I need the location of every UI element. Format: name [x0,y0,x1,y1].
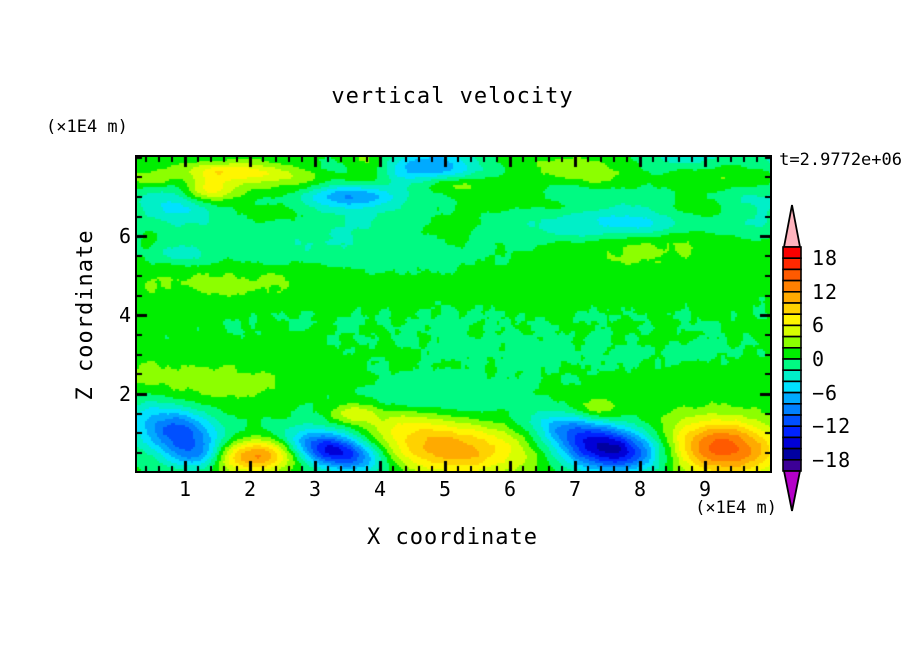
plot-area [135,155,772,473]
x-axis-title: X coordinate [367,525,538,550]
colorbar-cell [782,313,802,327]
colorbar-cell [782,335,802,349]
x-tick-label-9: 9 [698,477,712,501]
colorbar-cell [782,291,802,304]
colorbar-cell [782,425,802,439]
colorbar-label-12: 12 [812,279,839,304]
x-tick-label-7: 7 [568,477,582,501]
x-tick-label-2: 2 [244,477,257,501]
colorbar-label-18: 18 [812,246,839,271]
colorbar-cell [782,257,802,271]
colorbar-cell [782,279,802,293]
colorbar-cell [782,358,802,371]
x-tick-label-5: 5 [439,477,452,501]
x-tick-label-3: 3 [309,477,322,501]
z-axis-unit-label: (×1E4 m) [46,117,128,137]
colorbar-cell [782,324,802,338]
z-tick-label-4: 4 [118,303,131,328]
z-tick-label-2: 2 [118,381,131,406]
z-tick-label-6: 6 [118,224,131,249]
x-axis-unit-label: (×1E4 m) [695,498,777,518]
contour-field-canvas [137,157,770,471]
x-tick-label-6: 6 [504,477,517,501]
colorbar-cell [782,447,802,461]
colorbar-cell [782,391,802,405]
x-tick-label-8: 8 [633,477,647,501]
colorbar-under-arrow [782,470,802,512]
colorbar-cell [782,369,802,383]
x-tick-label-1: 1 [179,477,192,501]
colorbar-cell [782,268,802,282]
colorbar-cell [782,302,802,315]
colorbar-label--6: −6 [812,380,839,405]
colorbar-cell [782,436,802,450]
colorbar-label--18: −18 [812,447,852,472]
colorbar-cell [782,403,802,416]
colorbar [782,204,802,512]
colorbar-label-6: 6 [812,313,826,338]
chart-title: vertical velocity [331,84,574,109]
colorbar-over-arrow [782,204,802,248]
colorbar-cell [782,414,802,427]
colorbar-cell [782,458,802,472]
colorbar-label--12: −12 [812,414,852,439]
colorbar-cell [782,347,802,360]
x-tick-label-4: 4 [374,477,387,501]
colorbar-label-0: 0 [812,347,826,371]
colorbar-cell [782,246,802,259]
colorbar-cell [782,380,802,394]
time-annotation: t=2.9772e+06 [779,150,902,170]
